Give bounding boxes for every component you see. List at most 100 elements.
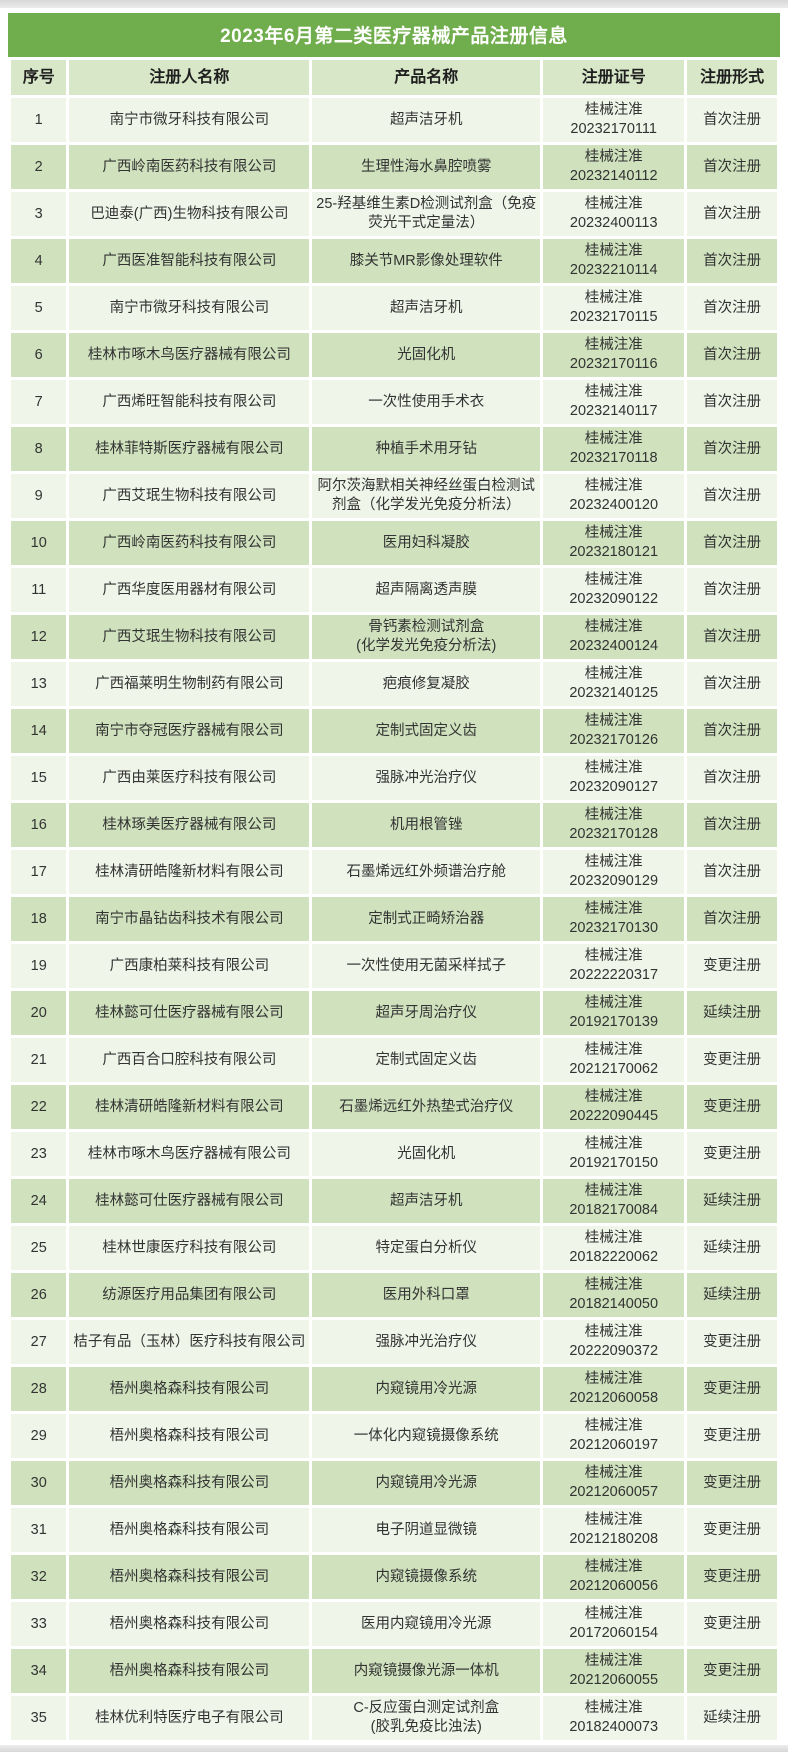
cell-registrant-name: 梧州奥格森科技有限公司 [69,1602,310,1646]
cell-product-name: 膝关节MR影像处理软件 [312,239,541,283]
cell-serial-number: 3 [11,192,67,236]
cell-product-name: 内窥镜摄像系统 [312,1555,541,1599]
cell-registrant-name: 桔子有品（玉林）医疗科技有限公司 [69,1320,310,1364]
cert-number: 20212060056 [569,1578,659,1594]
cell-certificate-no: 桂械注准 20232400124 [543,615,685,659]
cert-number: 20232180121 [569,544,659,560]
table-row: 29 梧州奥格森科技有限公司 一体化内窥镜摄像系统 桂械注准 20212060197 变更… [11,1414,777,1458]
cell-product-name: 内窥镜用冷光源 [312,1367,541,1411]
cell-product-name: 超声牙周治疗仪 [312,991,541,1035]
header-row: 序号 注册人名称 产品名称 注册证号 注册形式 [11,60,777,95]
cell-registrant-name: 桂林市啄木鸟医疗器械有限公司 [69,1132,310,1176]
cert-number: 20232140125 [569,685,659,701]
table-row: 19 广西康柏莱科技有限公司 一次性使用无菌采样拭子 桂械注准 20222220317 变… [11,944,777,988]
cell-certificate-no: 桂械注准 20192170139 [543,991,685,1035]
cell-product-name: 内窥镜摄像光源一体机 [312,1649,541,1693]
cell-serial-number: 21 [11,1038,67,1082]
cell-serial-number: 15 [11,756,67,800]
table-row: 9 广西艾珉生物科技有限公司 阿尔茨海默相关神经丝蛋白检测试剂盒（化学发光免疫分析法… [11,474,777,518]
cell-registrant-name: 广西艾珉生物科技有限公司 [69,474,310,518]
cert-number: 20192170150 [569,1155,659,1171]
cell-certificate-no: 桂械注准 20232090122 [543,568,685,612]
cell-registration-form: 首次注册 [687,521,777,565]
cell-product-name: 强脉冲光治疗仪 [312,756,541,800]
table-row: 22 桂林清研皓隆新材料有限公司 石墨烯远红外热垫式治疗仪 桂械注准 202220904… [11,1085,777,1129]
cell-serial-number: 31 [11,1508,67,1552]
table-row: 28 梧州奥格森科技有限公司 内窥镜用冷光源 桂械注准 20212060058 变更注册 [11,1367,777,1411]
cell-certificate-no: 桂械注准 20232400120 [543,474,685,518]
cell-serial-number: 20 [11,991,67,1035]
cell-certificate-no: 桂械注准 20232210114 [543,239,685,283]
cell-serial-number: 8 [11,427,67,471]
cell-registrant-name: 广西医准智能科技有限公司 [69,239,310,283]
cert-prefix: 桂械注准 [584,149,643,165]
cell-product-name: 石墨烯远红外频谱治疗舱 [312,850,541,894]
table-row: 24 桂林懿可仕医疗器械有限公司 超声洁牙机 桂械注准 20182170084 延续注册 [11,1179,777,1223]
cell-product-name: 机用根管锉 [312,803,541,847]
cert-number: 20212060055 [569,1672,659,1688]
cell-registrant-name: 广西岭南医药科技有限公司 [69,145,310,189]
cert-number: 20182400073 [569,1719,659,1735]
cert-prefix: 桂械注准 [584,478,643,494]
cert-number: 20232170130 [569,920,659,936]
cell-serial-number: 35 [11,1696,67,1740]
table-row: 7 广西烯旺智能科技有限公司 一次性使用手术衣 桂械注准 20232140117 首次注册 [11,380,777,424]
cert-number: 20182220062 [569,1249,659,1265]
table-row: 5 南宁市微牙科技有限公司 超声洁牙机 桂械注准 20232170115 首次注册 [11,286,777,330]
cell-registration-form: 首次注册 [687,98,777,142]
cert-number: 20232170118 [569,450,658,466]
cell-registration-form: 首次注册 [687,850,777,894]
table-row: 20 桂林懿可仕医疗器械有限公司 超声牙周治疗仪 桂械注准 20192170139 延续注… [11,991,777,1035]
cell-product-name: 生理性海水鼻腔喷雾 [312,145,541,189]
cell-registrant-name: 广西百合口腔科技有限公司 [69,1038,310,1082]
table-row: 4 广西医准智能科技有限公司 膝关节MR影像处理软件 桂械注准 20232210114 首… [11,239,777,283]
cell-product-name: 超声洁牙机 [312,286,541,330]
cell-registration-form: 首次注册 [687,568,777,612]
header-registration-form: 注册形式 [687,60,777,95]
cert-prefix: 桂械注准 [584,337,643,353]
cert-prefix: 桂械注准 [584,807,643,823]
cell-registration-form: 延续注册 [687,991,777,1035]
cert-prefix: 桂械注准 [584,1653,643,1669]
cert-prefix: 桂械注准 [584,901,643,917]
cell-serial-number: 2 [11,145,67,189]
cell-certificate-no: 桂械注准 20232400113 [543,192,685,236]
cert-number: 20232140117 [569,403,658,419]
cell-serial-number: 11 [11,568,67,612]
cell-registration-form: 延续注册 [687,1273,777,1317]
cert-number: 20232170128 [569,826,659,842]
cell-registrant-name: 桂林清研皓隆新材料有限公司 [69,850,310,894]
cell-product-name: 一次性使用手术衣 [312,380,541,424]
cell-registrant-name: 梧州奥格森科技有限公司 [69,1649,310,1693]
cell-registrant-name: 广西由莱医疗科技有限公司 [69,756,310,800]
cert-prefix: 桂械注准 [584,1042,643,1058]
cell-registrant-name: 广西艾珉生物科技有限公司 [69,615,310,659]
table-row: 1 南宁市微牙科技有限公司 超声洁牙机 桂械注准 20232170111 首次注册 [11,98,777,142]
cell-product-name: 定制式固定义齿 [312,709,541,753]
registration-table: 序号 注册人名称 产品名称 注册证号 注册形式 1 南宁市微牙科技有限公司 超声洁牙… [8,57,780,1743]
cert-prefix: 桂械注准 [584,431,643,447]
cell-registration-form: 首次注册 [687,897,777,941]
cell-registrant-name: 梧州奥格森科技有限公司 [69,1555,310,1599]
top-divider [0,0,788,8]
cell-registrant-name: 桂林优利特医疗电子有限公司 [69,1696,310,1740]
cert-number: 20222090372 [569,1343,659,1359]
cell-product-name: 超声洁牙机 [312,1179,541,1223]
cell-registration-form: 首次注册 [687,239,777,283]
table-row: 15 广西由莱医疗科技有限公司 强脉冲光治疗仪 桂械注准 20232090127 首次注册 [11,756,777,800]
cell-certificate-no: 桂械注准 20232140125 [543,662,685,706]
cell-certificate-no: 桂械注准 20232140117 [543,380,685,424]
cell-registrant-name: 南宁市微牙科技有限公司 [69,286,310,330]
cell-certificate-no: 桂械注准 20212060055 [543,1649,685,1693]
cert-number: 20232170111 [570,121,657,137]
cert-number: 20232400113 [569,215,658,231]
table-row: 14 南宁市夺冠医疗器械有限公司 定制式固定义齿 桂械注准 20232170126 首次注… [11,709,777,753]
cell-serial-number: 4 [11,239,67,283]
cert-number: 20192170139 [569,1014,659,1030]
cell-registration-form: 延续注册 [687,1226,777,1270]
cell-certificate-no: 桂械注准 20172060154 [543,1602,685,1646]
cell-registrant-name: 广西烯旺智能科技有限公司 [69,380,310,424]
cell-registration-form: 首次注册 [687,145,777,189]
table-row: 23 桂林市啄木鸟医疗器械有限公司 光固化机 桂械注准 20192170150 变更注册 [11,1132,777,1176]
